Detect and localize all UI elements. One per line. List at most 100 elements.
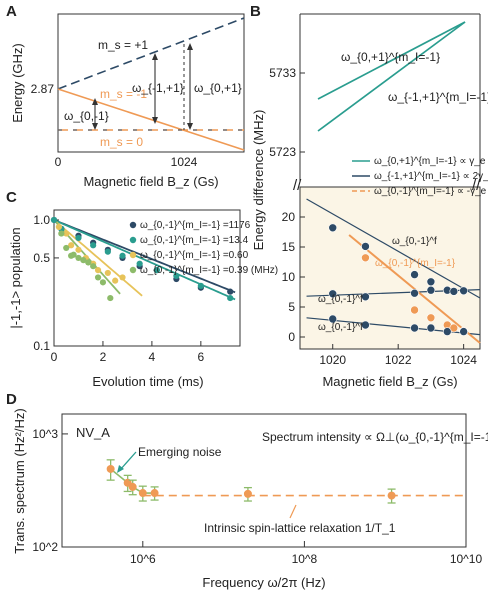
- c-ylabel: |-1,-1> population: [8, 227, 23, 328]
- label-ms-plus1: m_s = +1: [98, 38, 148, 52]
- b-xtick-1020: 1020: [319, 353, 346, 367]
- b-ytick-5723: 5723: [269, 145, 296, 159]
- c-point-s1-10: [227, 294, 234, 302]
- d-xtick-0: 10^6: [130, 552, 156, 566]
- panel-d: 10^6 10^8 10^10 10^2 10^3 NV_A Emerging nois…: [12, 408, 488, 590]
- panel-c-frame: [53, 209, 241, 347]
- c-point-s3-4: [75, 254, 82, 262]
- line-ms-plus1: [57, 17, 245, 90]
- panel-label-b: B: [250, 3, 261, 20]
- arrow-w-m1p1-head-bot: [152, 117, 158, 124]
- c-point-s1-7: [153, 267, 160, 274]
- b-point-s3-5: [459, 327, 468, 336]
- c-legend-text-3: ω_{0,-1}^{m_I=-1} =0.60: [140, 250, 249, 261]
- c-point-s3-10: [107, 294, 114, 302]
- c-legend-marker-2: [129, 236, 137, 244]
- c-point-s3-0: [58, 230, 65, 237]
- d-point-3: [138, 489, 147, 498]
- b-bottom-frame: [299, 186, 481, 350]
- b-xtick-1024: 1024: [450, 353, 477, 367]
- c-point-s0-10: [227, 288, 234, 295]
- b-point-s3-4: [442, 327, 452, 336]
- panel-label-c: C: [6, 189, 17, 206]
- a-xtick-1024: 1024: [171, 155, 198, 169]
- c-point-s2-2: [68, 242, 75, 249]
- c-point-s3-3: [70, 251, 77, 258]
- c-point-s3-9: [99, 279, 107, 286]
- c-xtick-4: 4: [149, 350, 156, 364]
- panel-c: 0 2 4 6 0.1 0.5 1.0 Evolution time (ms) |-1,-1…: [8, 209, 278, 389]
- b-point-s1-6: [459, 286, 468, 296]
- b-point-s0-0: [361, 253, 370, 263]
- panel-b: // // 5733 5723 ω_{0,+1}^{m_I=-1} ω_{-1,…: [251, 13, 488, 389]
- c-point-s2-1: [63, 230, 70, 237]
- label-w-0m1: ω_{0,-1}: [64, 109, 109, 123]
- label-w-m1p1: ω_{-1,+1}: [132, 81, 184, 95]
- b-point-s1-1: [361, 242, 370, 251]
- b-legend-text-1: ω_{0,+1}^{m_I=-1} ∝ γ_e B_z: [374, 156, 488, 167]
- a-xtick-0: 0: [55, 155, 62, 169]
- b-point-s1-5: [449, 287, 459, 296]
- label-w-0p1: ω_{0,+1}: [194, 81, 242, 95]
- d-point-0: [106, 464, 115, 473]
- c-legend-text-1: ω_{0,-1}^{m_I=-1} =1176: [140, 220, 251, 231]
- b-break-right: //: [472, 177, 481, 194]
- label-ms-minus1: m_s = -1: [100, 87, 147, 101]
- arrow-w-0m1-head-bot: [92, 123, 98, 130]
- c-point-s1-6: [136, 260, 143, 267]
- d-emerging-label: Emerging noise: [138, 445, 222, 459]
- d-ytick-0: 10^2: [32, 540, 58, 554]
- c-legend-text-4: ω_{0,-1}^{m_I=-1} =0.39 (MHz): [140, 265, 278, 276]
- b-label-wf-bot: ω_{0,-1}^f: [318, 322, 363, 333]
- d-intrinsic-label: Intrinsic spin-lattice relaxation 1/T_1: [204, 521, 396, 535]
- d-plot: 10^6 10^8 10^10 10^2 10^3: [32, 427, 482, 566]
- b-line-wm1p1: [317, 21, 466, 132]
- b-break-left: //: [293, 177, 302, 194]
- b-fit-upper: [306, 198, 481, 299]
- b-ytick-0: 0: [288, 330, 295, 344]
- b-point-s0-1: [410, 305, 419, 315]
- c-point-s1-4: [104, 248, 111, 255]
- arrow-w-m1p1-head-top: [152, 53, 158, 60]
- b-point-s3-2: [410, 323, 419, 333]
- d-point-2: [128, 482, 137, 491]
- c-xtick-6: 6: [197, 350, 204, 364]
- b-point-s2-3: [426, 285, 436, 295]
- label-ms-zero: m_s = 0: [100, 135, 143, 149]
- b-point-s3-0: [328, 314, 338, 324]
- c-point-s3-6: [85, 259, 92, 266]
- c-ytick-2: 1.0: [33, 213, 50, 227]
- b-point-s2-1: [361, 292, 370, 302]
- c-ytick-1: 0.5: [33, 251, 50, 265]
- d-point-6: [387, 491, 396, 500]
- d-xtick-2: 10^10: [450, 552, 483, 566]
- b-label-w0p1: ω_{0,+1}^{m_I=-1}: [341, 50, 440, 64]
- panel-a-frame: [57, 13, 245, 153]
- c-plot: 0 2 4 6 0.1 0.5 1.0: [33, 213, 236, 364]
- b-ytick-20: 20: [282, 210, 296, 224]
- d-xlabel: Frequency ω/2π (Hz): [202, 575, 325, 590]
- b-point-s0-4: [449, 323, 459, 333]
- c-point-s2-6: [94, 267, 102, 274]
- c-point-s1-9: [197, 282, 204, 289]
- b-ytick-5733: 5733: [269, 66, 296, 80]
- c-point-s2-7: [104, 269, 111, 277]
- d-intensity-label: Spectrum intensity ∝ Ω⊥(ω_{0,-1}^{m_I=-1…: [262, 430, 488, 444]
- b-bottom-plot: 1020 1022 1024 0 5 10 15 20 ω_{0,-1}^f ω_{0,-1}^{…: [282, 198, 481, 367]
- c-point-s1-2: [75, 234, 82, 242]
- a-xlabel: Magnetic field B_z (Gs): [83, 174, 218, 189]
- c-point-s1-3: [90, 242, 97, 249]
- b-label-wf-mid: ω_{0,-1}^f: [318, 294, 363, 305]
- b-ylabel: Energy difference (MHz): [251, 110, 266, 251]
- c-fit-0: [53, 219, 236, 294]
- b-label-wm: ω_{0,-1}^{m_I=-1}: [375, 258, 456, 269]
- arrow-w-0p1-head-top: [187, 43, 193, 50]
- b-point-s1-2: [410, 270, 419, 279]
- a-ytick-2-87: 2.87: [31, 82, 55, 96]
- c-point-s3-5: [80, 257, 87, 264]
- panel-label-a: A: [6, 3, 17, 20]
- d-emerging-arrow: [119, 451, 137, 471]
- d-point-4: [150, 489, 159, 498]
- line-ms-minus1: [57, 88, 245, 151]
